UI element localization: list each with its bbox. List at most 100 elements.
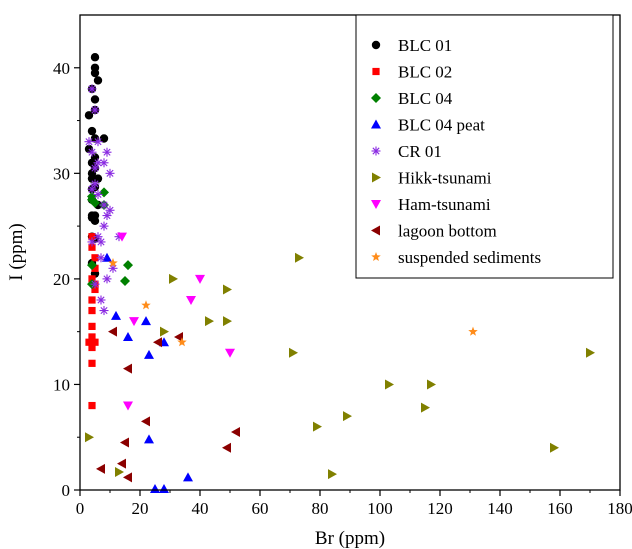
x-tick-label-7: 140 [487, 499, 513, 518]
point-series-3-9 [159, 483, 169, 493]
legend-marker-8 [371, 252, 381, 262]
y-axis-title: I (ppm) [6, 223, 27, 281]
point-series-0-8 [87, 126, 97, 136]
point-series-4-6 [102, 147, 112, 157]
point-series-1-15 [88, 401, 96, 410]
x-tick-label-2: 40 [192, 499, 209, 518]
point-series-4-21 [96, 253, 106, 263]
point-series-4-4 [87, 147, 97, 157]
point-series-5-11 [343, 411, 352, 422]
legend-marker-0 [371, 40, 381, 50]
point-series-0-17 [93, 174, 103, 183]
point-series-8-1 [141, 300, 151, 310]
point-series-0-0 [90, 53, 100, 62]
point-series-5-13 [85, 432, 94, 443]
point-series-7-9 [96, 463, 105, 474]
point-series-2-3 [90, 197, 100, 208]
legend-label-1: BLC 02 [398, 63, 452, 82]
x-tick-label-3: 60 [252, 499, 269, 518]
point-series-4-3 [93, 137, 103, 147]
point-series-1-0 [88, 233, 96, 241]
legend-box [355, 14, 614, 279]
point-series-5-15 [115, 467, 124, 478]
point-series-6-2 [186, 296, 196, 305]
point-series-0-25 [90, 216, 100, 226]
point-series-1-11 [85, 338, 93, 346]
point-series-1-12 [91, 338, 99, 346]
point-series-6-5 [123, 401, 133, 411]
point-series-3-1 [111, 310, 121, 320]
point-series-4-8 [90, 163, 100, 173]
point-series-3-3 [123, 331, 133, 341]
x-tick-label-1: 20 [132, 499, 149, 518]
x-tick-label-4: 80 [312, 499, 329, 518]
point-series-3-8 [150, 483, 160, 493]
legend-label-4: CR 01 [398, 142, 442, 161]
point-series-0-5 [90, 95, 100, 104]
point-series-4-20 [96, 237, 106, 247]
point-series-3-7 [183, 472, 193, 482]
y-tick-label-3: 30 [53, 164, 70, 183]
point-series-5-6 [289, 347, 298, 358]
point-series-6-3 [129, 317, 139, 327]
point-series-3-0 [102, 252, 112, 262]
legend-marker-1 [372, 67, 380, 76]
point-series-6-0 [117, 232, 127, 242]
point-series-5-4 [223, 316, 232, 327]
point-series-1-4 [88, 275, 96, 283]
point-series-8-2 [468, 326, 478, 336]
point-series-4-12 [93, 189, 103, 199]
point-series-5-9 [427, 379, 436, 390]
legend-label-6: Ham-tsunami [398, 195, 491, 214]
point-series-7-2 [153, 337, 162, 348]
point-series-3-6 [144, 434, 154, 444]
point-series-1-9 [88, 322, 96, 330]
point-series-7-10 [123, 472, 132, 483]
point-series-2-6 [123, 260, 133, 271]
point-series-0-3 [93, 76, 103, 85]
x-tick-label-9: 180 [607, 499, 632, 518]
point-series-5-12 [313, 421, 322, 432]
point-series-4-2 [84, 137, 94, 147]
point-series-5-5 [160, 326, 169, 337]
point-series-0-16 [87, 174, 97, 183]
point-series-1-2 [91, 254, 99, 262]
legend-label-8: suspended sediments [398, 248, 541, 267]
point-series-5-0 [295, 252, 304, 263]
point-series-0-2 [90, 68, 100, 78]
point-series-5-7 [586, 347, 595, 358]
legend-label-2: BLC 04 [398, 89, 453, 108]
point-series-5-14 [550, 442, 559, 453]
point-series-4-11 [87, 184, 97, 194]
x-tick-label-0: 0 [76, 499, 85, 518]
y-tick-label-2: 20 [53, 270, 70, 289]
point-series-8-0 [108, 258, 118, 268]
legend-label-3: BLC 04 peat [398, 116, 485, 135]
point-series-4-24 [90, 279, 100, 289]
point-series-6-4 [225, 348, 235, 358]
point-series-5-3 [205, 316, 214, 327]
point-series-7-0 [108, 326, 117, 337]
x-tick-label-5: 100 [367, 499, 393, 518]
point-series-0-10 [99, 134, 109, 143]
point-series-7-8 [117, 458, 126, 469]
point-series-4-23 [102, 274, 112, 284]
x-tick-label-8: 160 [547, 499, 573, 518]
legend: BLC 01 BLC 02 BLC 04 BLC 04 peat CR 01 Hikk-t… [355, 14, 614, 279]
point-series-1-14 [88, 359, 96, 367]
point-series-1-3 [91, 264, 99, 272]
point-series-1-7 [88, 296, 96, 304]
axes: 0 20 40 60 80 100 120 140 160 180 0 10 20 30 40 [53, 59, 632, 518]
data-points [84, 53, 595, 493]
y-tick-label-0: 0 [62, 481, 71, 500]
point-series-1-13 [88, 343, 96, 352]
point-series-1-1 [88, 243, 96, 251]
point-series-4-0 [87, 84, 97, 94]
point-series-3-5 [144, 349, 154, 359]
point-series-7-3 [123, 363, 132, 374]
x-axis-title: Br (ppm) [315, 528, 385, 549]
legend-marker-5 [372, 172, 381, 183]
point-series-4-16 [99, 221, 109, 231]
point-series-2-5 [87, 260, 97, 271]
